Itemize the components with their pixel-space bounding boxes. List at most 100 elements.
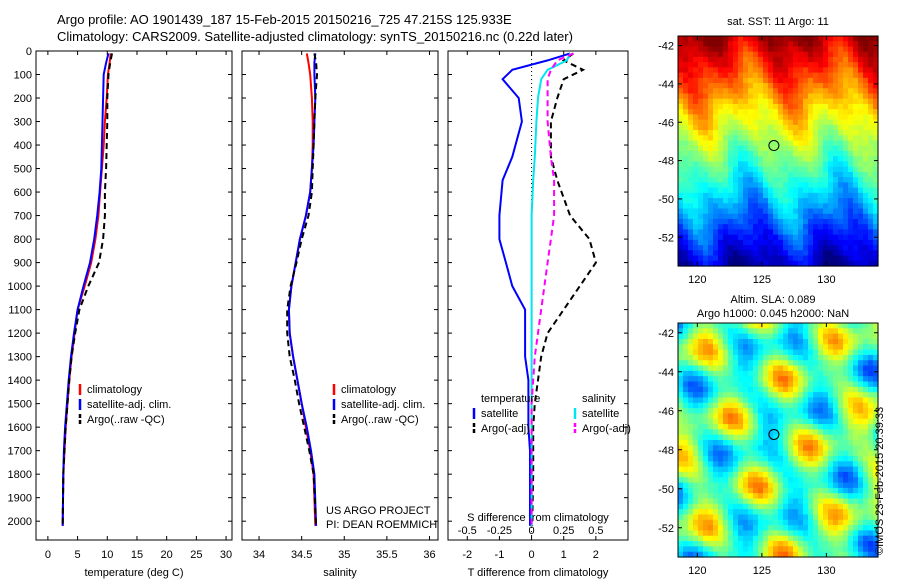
y-tick-label: 600 (14, 187, 32, 199)
heatmap-cell (863, 56, 869, 63)
heatmap-cell (778, 98, 784, 105)
heatmap-cell (678, 213, 684, 220)
heatmap-cell (743, 130, 749, 136)
heatmap-cell (813, 109, 819, 116)
heatmap-cell (763, 119, 769, 126)
heatmap-cell (688, 135, 694, 142)
heatmap-cell (768, 140, 774, 147)
heatmap-cell (873, 365, 879, 372)
heatmap-cell (843, 477, 849, 484)
heatmap-cell (873, 370, 879, 377)
heatmap-cell (683, 177, 689, 183)
heatmap-cell (723, 477, 729, 484)
heatmap-cell (753, 56, 759, 63)
heatmap-cell (743, 198, 749, 204)
heatmap-cell (693, 192, 699, 199)
heatmap-cell (743, 365, 749, 372)
heatmap-cell (683, 260, 689, 267)
heatmap-cell (703, 140, 709, 147)
heatmap-cell (863, 135, 869, 142)
heatmap-cell (708, 203, 714, 210)
heatmap-cell (743, 349, 749, 356)
heatmap-cell (798, 413, 804, 420)
heatmap-cell (853, 36, 859, 42)
heatmap-cell (843, 41, 849, 48)
heatmap-cell (863, 381, 869, 388)
heatmap-cell (858, 424, 864, 430)
heatmap-cell (703, 466, 709, 473)
heatmap-cell (683, 376, 689, 383)
heatmap-cell (868, 229, 874, 236)
heatmap-cell (808, 503, 814, 510)
heatmap-cell (688, 429, 694, 436)
heatmap-cell (768, 514, 774, 521)
heatmap-cell (823, 519, 829, 526)
heatmap-cell (763, 354, 769, 361)
heatmap-cell (818, 130, 824, 136)
heatmap-cell (723, 440, 729, 446)
heatmap-cell (808, 130, 814, 136)
heatmap-cell (798, 88, 804, 95)
heatmap-cell (758, 461, 764, 468)
heatmap-cell (788, 376, 794, 383)
heatmap-cell (733, 328, 739, 335)
heatmap-cell (703, 98, 709, 105)
heatmap-cell (798, 98, 804, 105)
heatmap-cell (688, 62, 694, 68)
heatmap-cell (723, 461, 729, 468)
heatmap-cell (823, 338, 829, 345)
heatmap-cell (693, 392, 699, 399)
heatmap-cell (833, 323, 839, 329)
heatmap-cell (683, 62, 689, 68)
heatmap-cell (808, 62, 814, 68)
heatmap-cell (683, 72, 689, 79)
heatmap-cell (763, 245, 769, 251)
heatmap-cell (698, 408, 704, 415)
heatmap-cell (738, 402, 744, 409)
heatmap-cell (768, 541, 774, 547)
heatmap-cell (693, 450, 699, 457)
heatmap-cell (768, 413, 774, 420)
heatmap-cell (833, 260, 839, 267)
heatmap-cell (733, 145, 739, 152)
heatmap-cell (678, 397, 684, 404)
heatmap-cell (868, 213, 874, 220)
heatmap-cell (858, 509, 864, 516)
heatmap-cell (793, 408, 799, 415)
heatmap-cell (783, 171, 789, 178)
heatmap-cell (828, 77, 834, 84)
heatmap-cell (688, 365, 694, 372)
heatmap-cell (723, 255, 729, 262)
heatmap-cell (803, 509, 809, 516)
heatmap-cell (848, 360, 854, 367)
heatmap-cell (858, 466, 864, 473)
heatmap-cell (828, 67, 834, 74)
heatmap-cell (833, 429, 839, 436)
heatmap-cell (793, 218, 799, 225)
heatmap-cell (863, 328, 869, 335)
heatmap-cell (843, 36, 849, 42)
heatmap-cell (803, 36, 809, 42)
heatmap-cell (748, 434, 754, 441)
heatmap-cell (718, 493, 724, 500)
heatmap-cell (838, 234, 844, 241)
heatmap-cell (678, 402, 684, 409)
heatmap-cell (688, 413, 694, 420)
heatmap-cell (858, 255, 864, 262)
heatmap-cell (838, 88, 844, 95)
heatmap-cell (758, 114, 764, 121)
heatmap-cell (873, 245, 879, 251)
heatmap-cell (718, 151, 724, 157)
heatmap-cell (693, 130, 699, 136)
legend-label: Argo(-adj) (582, 423, 631, 435)
heatmap-cell (713, 119, 719, 126)
heatmap-cell (713, 519, 719, 526)
heatmap-cell (858, 418, 864, 425)
heatmap-cell (713, 530, 719, 537)
heatmap-cell (853, 229, 859, 236)
heatmap-cell (758, 187, 764, 194)
heatmap-cell (823, 119, 829, 126)
heatmap-cell (713, 77, 719, 84)
heatmap-cell (783, 140, 789, 147)
heatmap-cell (848, 72, 854, 79)
